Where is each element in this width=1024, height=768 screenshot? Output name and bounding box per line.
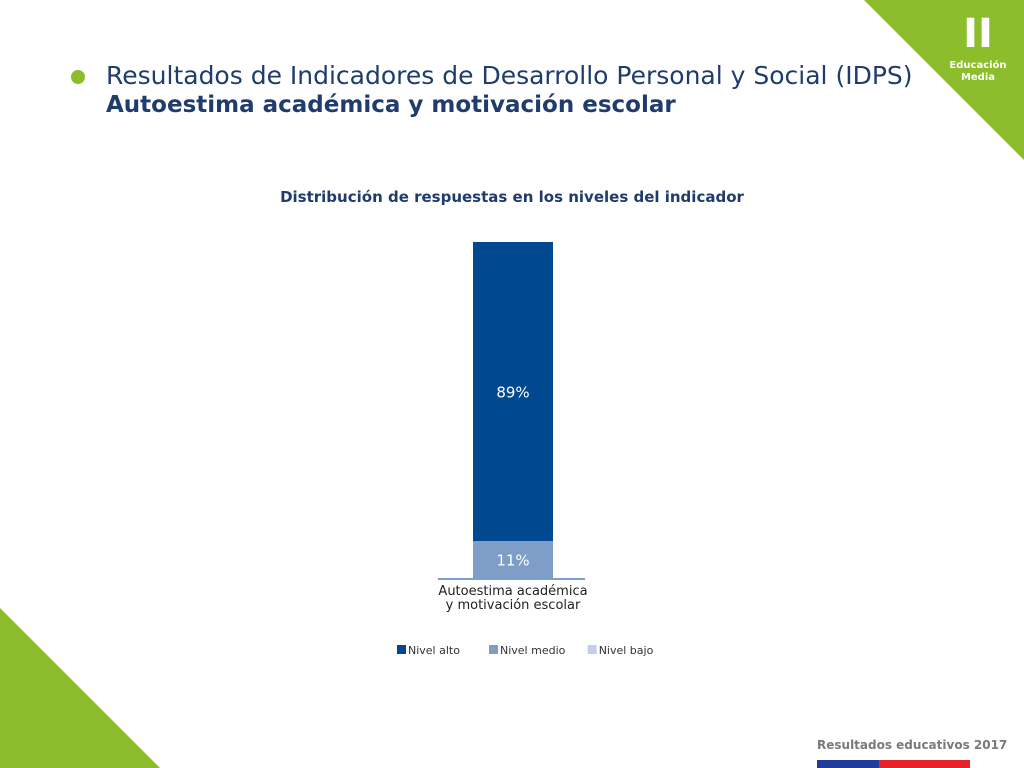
corner-triangle-bottom-left [0, 608, 160, 768]
legend-label-nivel-bajo: Nivel bajo [599, 644, 654, 657]
legend-swatch-nivel-bajo [587, 645, 597, 654]
page-title: Resultados de Indicadores de Desarrollo … [106, 61, 913, 90]
level-badge-line2: Media [960, 72, 996, 83]
legend-swatch-nivel-medio [489, 645, 498, 654]
x-tick-label-line-2: y motivación escolar [446, 598, 581, 613]
legend-label-nivel-medio: Nivel medio [500, 644, 566, 657]
data-label-nivel-medio: 11% [496, 552, 529, 570]
footer-flag-bar [817, 760, 970, 768]
footer-title: Resultados educativos 2017 [817, 738, 1008, 752]
bar-segment-nivel-alto [473, 242, 553, 542]
footer-bar-red [879, 760, 970, 768]
legend-label-nivel-alto: Nivel alto [408, 644, 460, 657]
data-label-nivel-alto: 89% [496, 384, 529, 402]
chart-title: Distribución de respuestas en los nivele… [280, 188, 744, 206]
corner-triangle-top-right [864, 0, 1024, 160]
title-bullet [71, 70, 85, 84]
page-subtitle: Autoestima académica y motivación escola… [106, 92, 676, 118]
level-badge-numeral: II [963, 11, 993, 57]
legend-swatch-nivel-alto [397, 645, 406, 654]
footer-bar-blue [817, 760, 879, 768]
bar-segment-nivel-medio [473, 541, 553, 578]
level-badge-line1: Educación [949, 60, 1007, 71]
level-badge-label: Educación Media [943, 60, 1013, 84]
x-tick-label-line-1: Autoestima académica [438, 584, 587, 599]
